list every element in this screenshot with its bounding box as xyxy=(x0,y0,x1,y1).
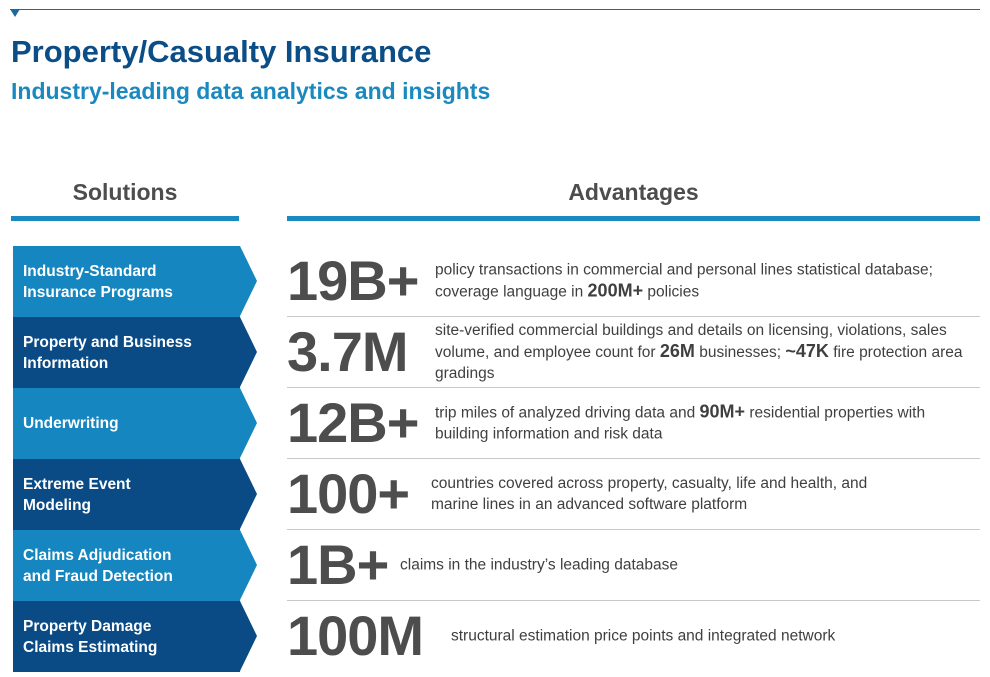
solution-label: Underwriting xyxy=(23,415,119,432)
stat-description: countries covered across property, casua… xyxy=(431,473,891,515)
stat-value: 100+ xyxy=(287,462,410,525)
solution-label: Property Damage Claims Estimating xyxy=(23,617,158,656)
advantage-row: 1B+ claims in the industry’s leading dat… xyxy=(287,530,980,601)
description-text: fire protection area gradings xyxy=(435,344,963,382)
stat-description: structural estimation price points and i… xyxy=(451,626,971,647)
advantages-list: 19B+ policy transactions in commercial a… xyxy=(287,246,980,671)
stat-description: policy transactions in commercial and pe… xyxy=(435,260,975,303)
highlight-number: 90M+ xyxy=(699,401,746,422)
page-title: Property/Casualty Insurance xyxy=(11,34,432,69)
stat-value: 100M xyxy=(287,604,424,667)
description-text: claims in the industry’s leading databas… xyxy=(400,556,679,574)
advantages-heading: Advantages xyxy=(568,179,699,205)
description-text: trip miles of analyzed driving data and xyxy=(435,404,700,422)
advantage-row: 19B+ policy transactions in commercial a… xyxy=(287,246,980,317)
solutions-list: Industry-Standard Insurance Programs Pro… xyxy=(13,246,263,672)
advantage-row: 100+ countries covered across property, … xyxy=(287,459,980,530)
triangle-marker-icon xyxy=(10,9,20,17)
advantage-row: 100M structural estimation price points … xyxy=(287,601,980,671)
top-divider xyxy=(10,9,980,10)
description-text: countries covered across property, casua… xyxy=(431,475,868,513)
page-subtitle: Industry-leading data analytics and insi… xyxy=(11,78,491,104)
advantage-row: 3.7M site-verified commercial buildings … xyxy=(287,317,980,388)
stat-description: claims in the industry’s leading databas… xyxy=(400,555,960,576)
stat-value: 1B+ xyxy=(287,533,389,596)
solutions-heading: Solutions xyxy=(72,179,178,205)
highlight-number: 26M xyxy=(659,341,695,361)
advantage-row: 12B+ trip miles of analyzed driving data… xyxy=(287,388,980,459)
stat-value: 19B+ xyxy=(287,249,419,312)
solution-item: Property Damage Claims Estimating xyxy=(13,601,257,672)
stat-value: 12B+ xyxy=(287,391,419,454)
solution-label: Extreme Event Modeling xyxy=(23,475,131,514)
highlight-number: ~47K xyxy=(785,341,829,361)
description-text: residential properties with building inf… xyxy=(435,404,926,443)
stat-value: 3.7M xyxy=(287,320,408,383)
stat-description: site-verified commercial buildings and d… xyxy=(435,320,975,384)
description-text: policies xyxy=(643,283,700,301)
solution-label: Property and Business Information xyxy=(23,333,192,372)
solution-item: Property and Business Information xyxy=(13,317,257,388)
advantages-rule xyxy=(287,216,980,221)
solution-item: Underwriting xyxy=(13,388,257,459)
solution-item: Claims Adjudication and Fraud Detection xyxy=(13,530,257,601)
solution-item: Industry-Standard Insurance Programs xyxy=(13,246,257,317)
description-text: businesses; xyxy=(694,344,786,361)
solution-label: Industry-Standard Insurance Programs xyxy=(23,262,173,301)
solution-item: Extreme Event Modeling xyxy=(13,459,257,530)
solution-label: Claims Adjudication and Fraud Detection xyxy=(23,546,173,585)
description-text: structural estimation price points and i… xyxy=(451,627,836,645)
highlight-number: 200M+ xyxy=(587,280,644,301)
solutions-rule xyxy=(11,216,239,221)
stat-description: trip miles of analyzed driving data and … xyxy=(435,402,975,445)
description-text: policy transactions in commercial and pe… xyxy=(435,261,933,301)
description-text: site-verified commercial buildings and d… xyxy=(435,322,947,361)
